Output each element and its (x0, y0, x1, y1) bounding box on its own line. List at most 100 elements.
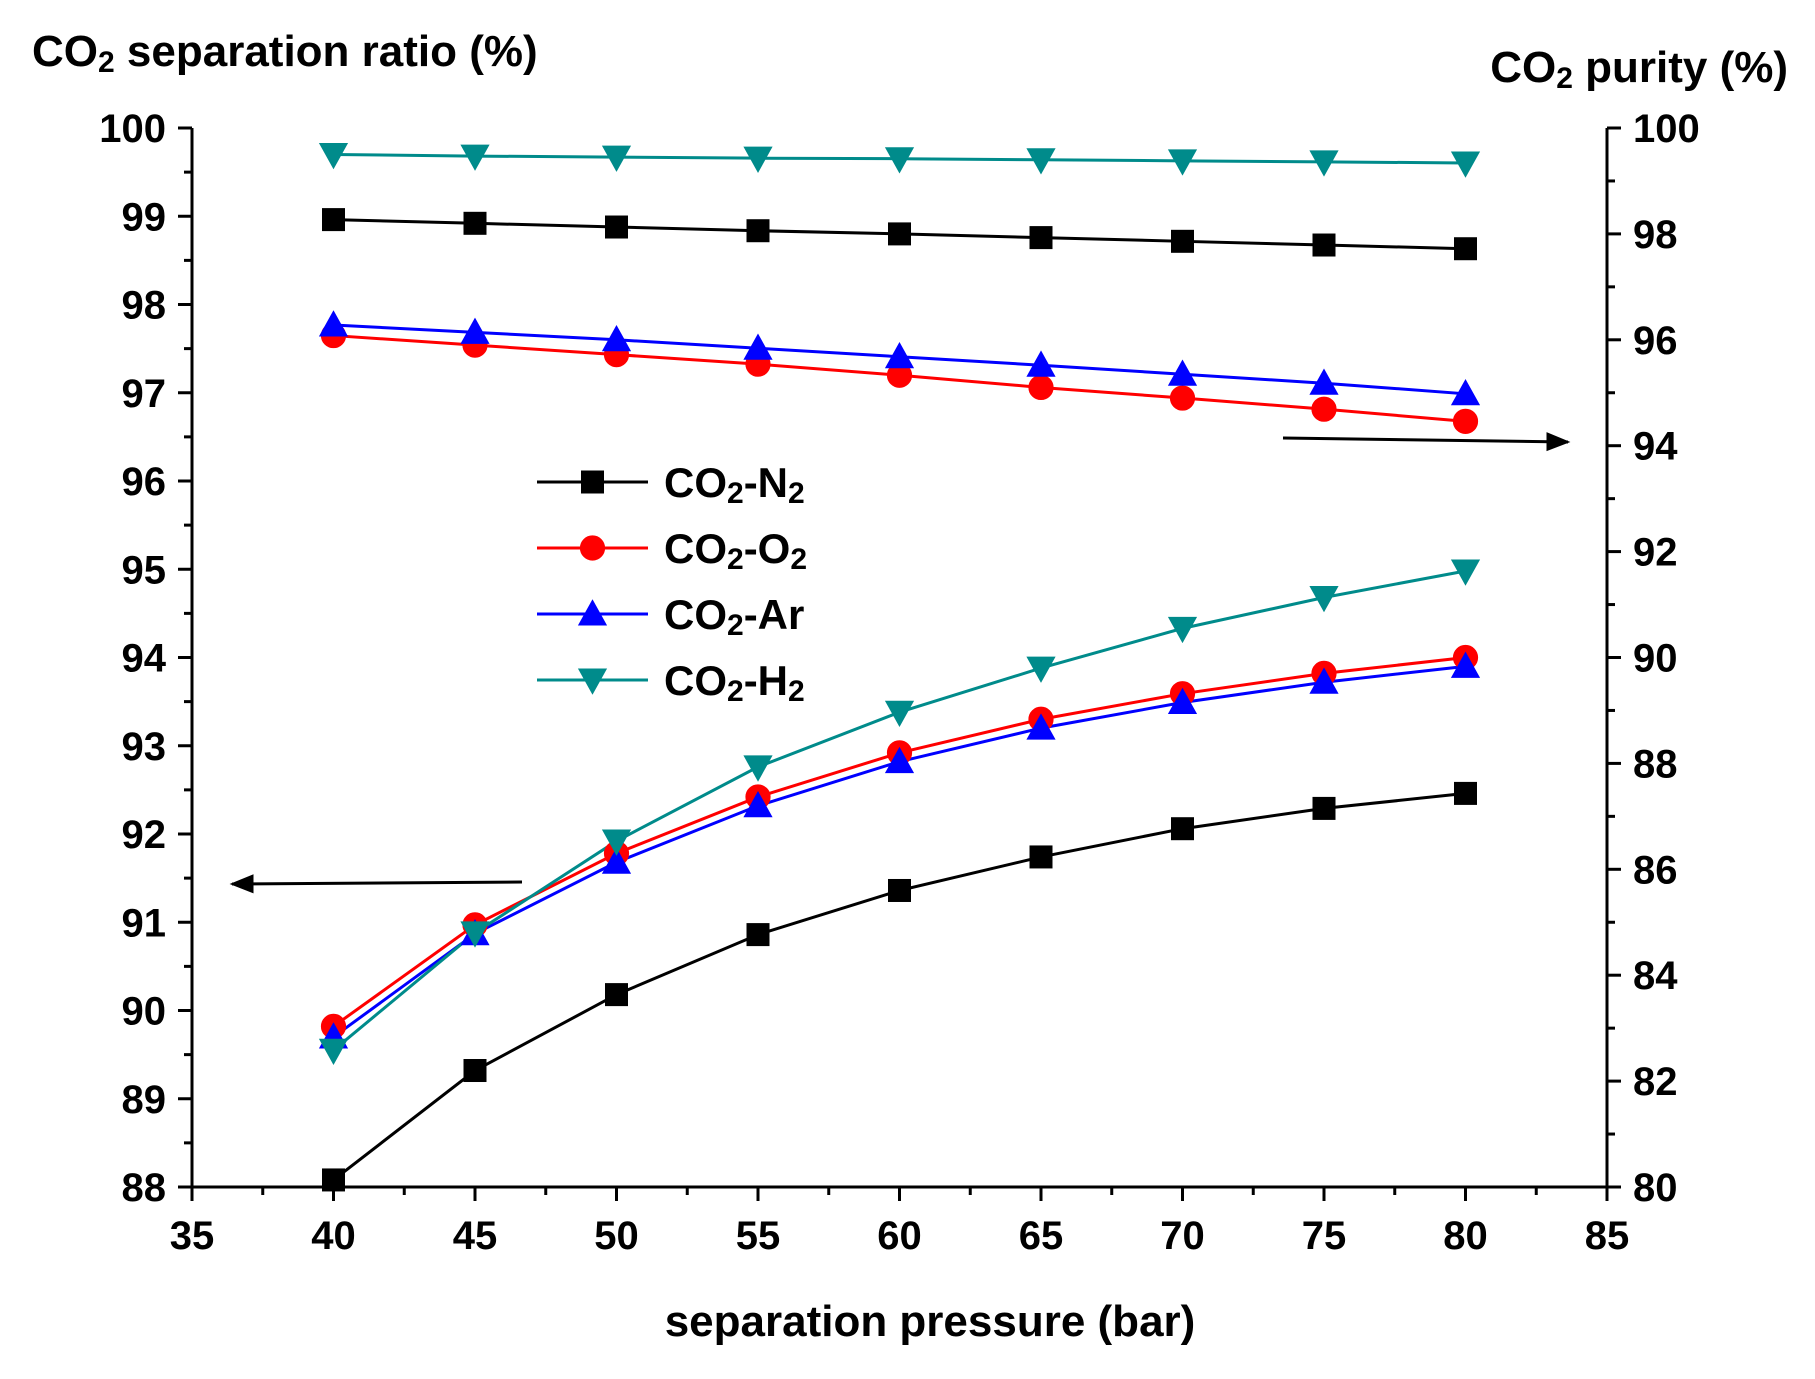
x-tick-label: 55 (736, 1214, 781, 1258)
x-tick-label: 65 (1019, 1214, 1064, 1258)
y-left-tick-label: 93 (122, 725, 167, 769)
x-tick-label: 70 (1160, 1214, 1205, 1258)
x-tick-label: 75 (1302, 1214, 1347, 1258)
marker-triangle-down-ratio-co2-h2 (884, 700, 915, 727)
marker-triangle-down-purity-co2-h2 (460, 144, 490, 171)
series-line-ratio-co2-h2 (332, 569, 1466, 1052)
marker-triangle-down-ratio-co2-h2 (743, 755, 773, 782)
marker-triangle-up-purity-co2-ar (1167, 359, 1198, 386)
marker-square-purity-co2-n2 (888, 222, 911, 246)
marker-triangle-up-purity-co2-ar (884, 341, 915, 369)
marker-triangle-down-purity-co2-h2 (1026, 148, 1056, 175)
marker-circle-purity-co2-o2 (1311, 396, 1337, 422)
marker-circle-legend (579, 535, 606, 561)
y-right-tick-label: 80 (1633, 1166, 1678, 1210)
series-line-ratio-co2-n2 (332, 791, 1466, 1182)
y-right-tick-label: 90 (1633, 637, 1678, 681)
legend: CO2-N2 CO2-O2 CO2-Ar CO2-H2 (537, 459, 807, 708)
y-left-tick-label: 95 (122, 548, 167, 592)
ticks-group: 35 40 45 50 55 60 65 70 75 80 85888990919293949596… (99, 107, 1700, 1258)
marker-square-ratio-co2-n2 (1029, 845, 1053, 869)
y-right-tick-label: 92 (1633, 531, 1678, 575)
marker-triangle-down-purity-co2-h2 (743, 146, 773, 173)
marker-triangle-up-purity-co2-ar (460, 317, 490, 344)
y-left-tick-label: 88 (122, 1166, 167, 1210)
marker-square-ratio-co2-n2 (888, 878, 911, 902)
marker-square-purity-co2-n2 (322, 208, 345, 232)
marker-triangle-up-ratio-co2-ar (743, 790, 773, 818)
marker-square-purity-co2-n2 (746, 219, 770, 243)
marker-triangle-down-legend (577, 668, 608, 695)
marker-square-purity-co2-n2 (1029, 226, 1053, 250)
legend-label: CO2-H2 (664, 657, 805, 708)
legend-label: CO2-N2 (664, 459, 805, 510)
y-left-tick-label: 98 (122, 284, 167, 328)
marker-square-purity-co2-n2 (605, 215, 628, 239)
marker-triangle-down-purity-co2-h2 (1309, 150, 1339, 177)
marker-triangle-up-ratio-co2-ar (1026, 713, 1056, 740)
marker-square-ratio-co2-n2 (322, 1168, 345, 1192)
marker-square-ratio-co2-n2 (746, 923, 770, 947)
marker-square-ratio-co2-n2 (1454, 781, 1477, 805)
y-right-tick-label: 88 (1633, 742, 1678, 786)
marker-triangle-up-ratio-co2-ar (884, 746, 915, 774)
y-right-tick-label: 100 (1633, 107, 1700, 151)
y-left-tick-label: 94 (122, 637, 167, 681)
series-markers-group (318, 142, 1481, 1192)
marker-circle-purity-co2-o2 (1169, 385, 1196, 411)
marker-triangle-down-purity-co2-h2 (601, 145, 632, 172)
marker-square-ratio-co2-n2 (463, 1059, 487, 1083)
marker-triangle-down-purity-co2-h2 (318, 142, 349, 170)
marker-square-purity-co2-n2 (1312, 233, 1336, 257)
marker-triangle-down-purity-co2-h2 (1450, 151, 1481, 178)
x-tick-label: 45 (453, 1214, 498, 1258)
marker-triangle-up-ratio-co2-ar (1167, 687, 1198, 715)
x-tick-label: 60 (877, 1214, 922, 1258)
marker-square-purity-co2-n2 (1454, 237, 1477, 261)
x-tick-label: 85 (1585, 1214, 1630, 1258)
marker-triangle-up-purity-co2-ar (743, 333, 773, 360)
legend-label: CO2-Ar (664, 591, 804, 642)
marker-triangle-down-ratio-co2-h2 (460, 921, 490, 948)
marker-triangle-up-ratio-co2-ar (1450, 651, 1481, 678)
y-left-tick-label: 100 (99, 107, 166, 151)
marker-triangle-up-ratio-co2-ar (601, 847, 632, 874)
left-axis-arrow (229, 874, 523, 894)
marker-square-legend (581, 470, 604, 494)
x-tick-label: 50 (594, 1214, 639, 1258)
marker-triangle-up-purity-co2-ar (1450, 379, 1481, 406)
y-right-tick-label: 86 (1633, 848, 1678, 892)
y-left-tick-label: 92 (122, 813, 167, 857)
y-left-tick-label: 99 (122, 195, 167, 239)
marker-square-purity-co2-n2 (463, 211, 487, 235)
series-lines-group (332, 152, 1466, 1182)
marker-square-ratio-co2-n2 (1171, 817, 1194, 841)
marker-triangle-down-ratio-co2-h2 (1167, 616, 1198, 644)
x-tick-label: 35 (170, 1214, 215, 1258)
marker-triangle-down-ratio-co2-h2 (1450, 559, 1481, 586)
y-right-tick-label: 94 (1633, 425, 1678, 469)
y-right-tick-label: 84 (1633, 954, 1678, 998)
y-right-tick-label: 96 (1633, 319, 1678, 363)
y-right-tick-label: 98 (1633, 213, 1678, 257)
marker-triangle-up-legend (577, 599, 608, 626)
marker-square-purity-co2-n2 (1171, 229, 1194, 253)
x-axis-title: separation pressure (bar) (665, 1297, 1196, 1346)
legend-label: CO2-O2 (664, 525, 807, 576)
marker-triangle-down-ratio-co2-h2 (318, 1038, 349, 1065)
marker-square-ratio-co2-n2 (605, 983, 628, 1007)
y-left-tick-label: 91 (122, 901, 167, 945)
marker-triangle-down-ratio-co2-h2 (601, 829, 632, 856)
marker-triangle-up-purity-co2-ar (318, 310, 349, 337)
marker-triangle-down-ratio-co2-h2 (1309, 585, 1339, 613)
x-tick-label: 40 (311, 1214, 356, 1258)
marker-triangle-up-purity-co2-ar (1026, 350, 1056, 377)
y-right-axis-title: CO2 purity (%) (1490, 43, 1788, 95)
y-right-tick-label: 82 (1633, 1060, 1678, 1104)
marker-triangle-up-purity-co2-ar (601, 325, 632, 352)
x-tick-label: 80 (1443, 1214, 1488, 1258)
marker-triangle-down-ratio-co2-h2 (1026, 656, 1056, 683)
right-axis-arrow (1282, 432, 1571, 452)
